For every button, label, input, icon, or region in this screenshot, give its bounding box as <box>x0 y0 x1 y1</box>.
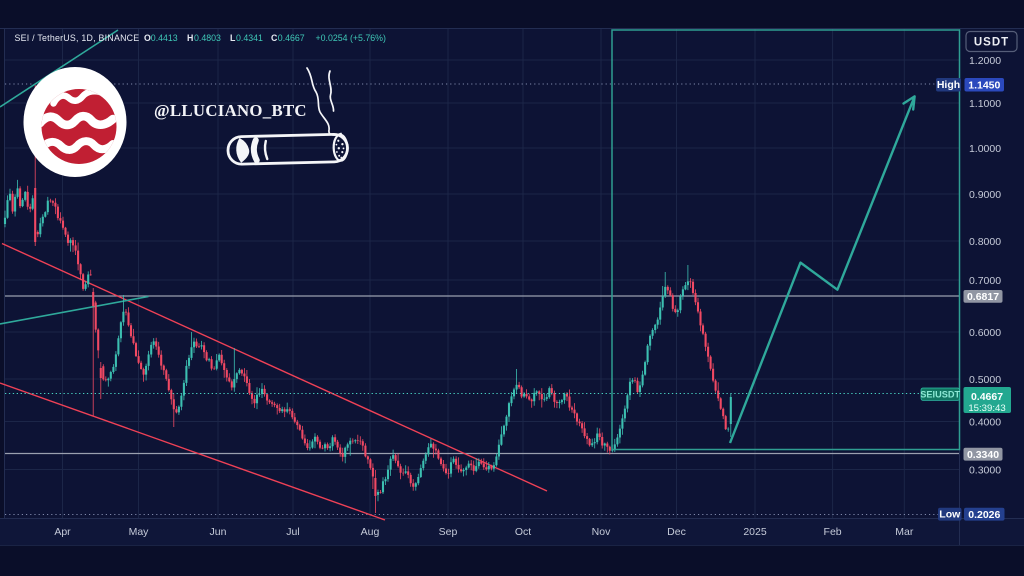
svg-text:0.2026: 0.2026 <box>968 509 1000 521</box>
svg-text:1.1000: 1.1000 <box>969 98 1001 110</box>
svg-text:1.1450: 1.1450 <box>968 79 1000 91</box>
svg-text:0.6817: 0.6817 <box>967 291 999 303</box>
svg-text:Dec: Dec <box>667 526 686 538</box>
svg-text:0.4667: 0.4667 <box>971 391 1003 403</box>
svg-text:0.9000: 0.9000 <box>969 189 1001 201</box>
svg-text:0.7000: 0.7000 <box>969 275 1001 287</box>
svg-text:Feb: Feb <box>824 526 842 538</box>
svg-text:SEI / TetherUS, 1D, BINANCE: SEI / TetherUS, 1D, BINANCE <box>15 33 140 43</box>
svg-text:Oct: Oct <box>515 526 531 538</box>
svg-text:0.5000: 0.5000 <box>969 374 1001 386</box>
svg-text:Jun: Jun <box>210 526 227 538</box>
svg-text:SEIUSDT: SEIUSDT <box>920 390 960 400</box>
svg-text:0.8000: 0.8000 <box>969 236 1001 248</box>
svg-text:Nov: Nov <box>592 526 611 538</box>
svg-text:Apr: Apr <box>54 526 71 538</box>
svg-text:@LLUCIANO_BTC: @LLUCIANO_BTC <box>154 101 307 120</box>
svg-text:Low: Low <box>939 509 961 521</box>
svg-text:High: High <box>937 79 960 91</box>
svg-text:Jul: Jul <box>286 526 299 538</box>
svg-text:Aug: Aug <box>361 526 380 538</box>
svg-text:May: May <box>129 526 150 538</box>
svg-text:0.3000: 0.3000 <box>969 464 1001 476</box>
svg-text:USDT: USDT <box>974 36 1009 48</box>
svg-text:15:39:43: 15:39:43 <box>968 403 1005 414</box>
svg-text:0.3340: 0.3340 <box>967 449 999 461</box>
svg-text:Sep: Sep <box>439 526 458 538</box>
svg-text:1.0000: 1.0000 <box>969 143 1001 155</box>
svg-text:1.2000: 1.2000 <box>969 55 1001 67</box>
svg-text:2025: 2025 <box>743 526 767 538</box>
svg-text:0.6000: 0.6000 <box>969 327 1001 339</box>
svg-text:Mar: Mar <box>895 526 914 538</box>
svg-text:0.4000: 0.4000 <box>969 416 1001 428</box>
